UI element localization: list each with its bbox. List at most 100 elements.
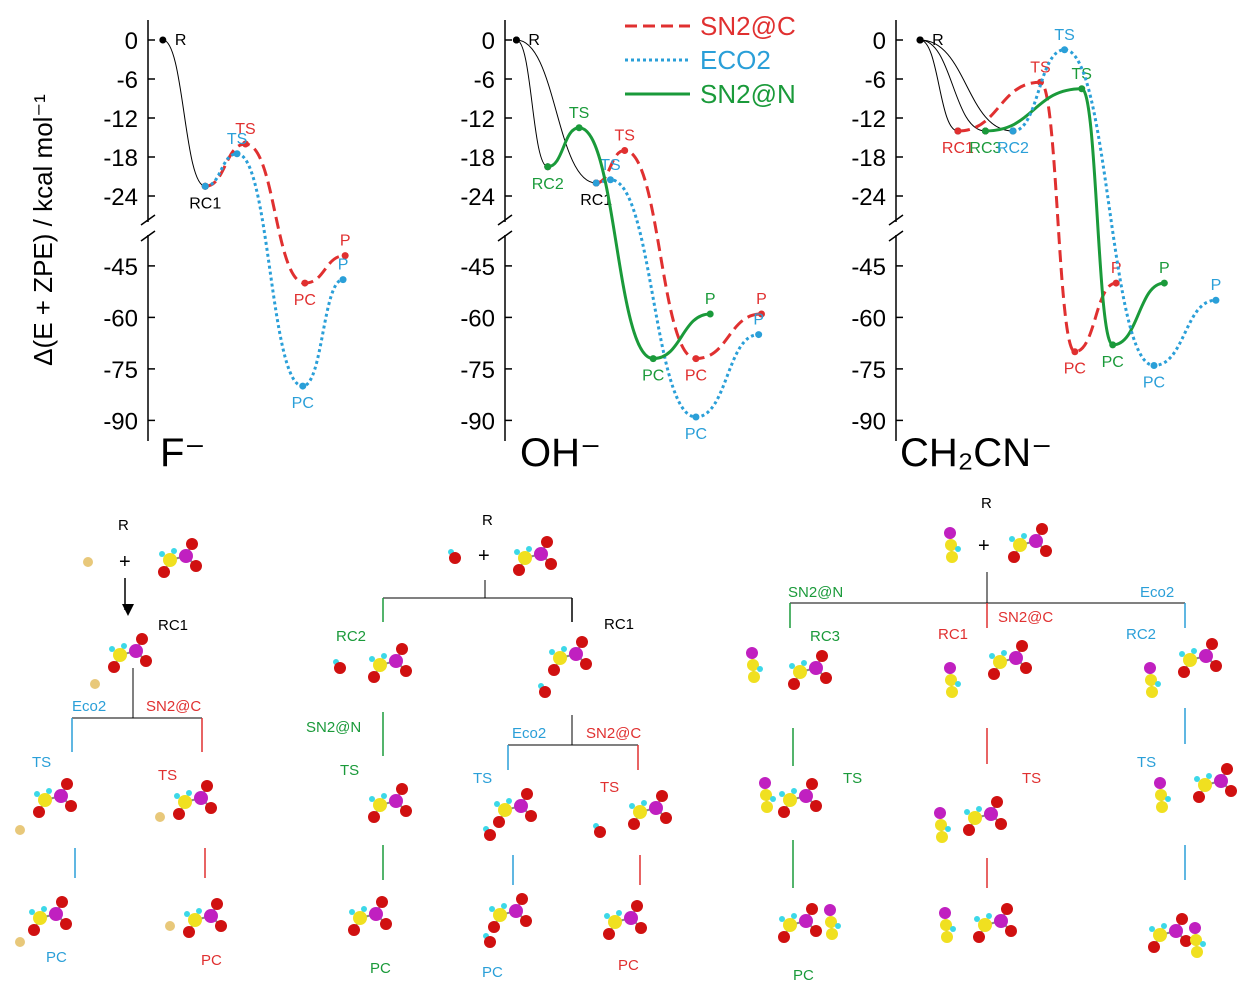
reaction-scheme: R + RC1 Eco2 SN2@C TS TS PC PC R + RC2 R… (15, 495, 1237, 981)
state-point (301, 280, 308, 287)
state-point (1061, 46, 1068, 53)
state-label: TS (614, 128, 634, 145)
state-label: RC1 (938, 626, 968, 643)
state-label: PC (1102, 354, 1124, 371)
y-axis-title: Δ(E + ZPE) / kcal mol⁻¹ (28, 94, 58, 366)
state-label: PC (1143, 374, 1165, 391)
state-point (340, 276, 347, 283)
path-label: SN2@C (998, 609, 1053, 626)
legend-label: ECO2 (700, 45, 771, 75)
y-tick-label: 0 (873, 28, 886, 55)
y-tick-label: -24 (103, 184, 138, 211)
y-tick-label: 0 (125, 28, 138, 55)
plus: + (119, 551, 131, 573)
state-label: TS (1030, 59, 1050, 76)
y-tick-label: -60 (103, 305, 138, 332)
plus: + (478, 545, 490, 567)
path-label: Eco2 (512, 725, 546, 742)
y-tick-label: -6 (865, 67, 886, 94)
state-label: RC2 (336, 628, 366, 645)
state-point (1009, 128, 1016, 135)
state-point (1071, 348, 1078, 355)
legend-label: SN2@N (700, 79, 796, 109)
y-tick-label: -90 (460, 408, 495, 435)
profile-line (596, 180, 758, 417)
state-label: TS (600, 779, 619, 796)
state-point (954, 128, 961, 135)
state-label: PC (1064, 361, 1086, 378)
state-point (982, 128, 989, 135)
state-label: RC1 (158, 617, 188, 634)
state-label: R (482, 512, 493, 529)
y-tick-label: -6 (117, 67, 138, 94)
state-point (593, 180, 600, 187)
state-label: PC (642, 368, 664, 385)
state-point (1078, 85, 1085, 92)
state-label: P (756, 291, 767, 308)
y-tick-label: -12 (103, 106, 138, 133)
profile-line (205, 144, 345, 283)
state-point (917, 37, 924, 44)
state-label: RC3 (810, 628, 840, 645)
state-label: R (118, 517, 129, 534)
state-label: P (338, 257, 349, 274)
state-label: TS (158, 767, 177, 784)
panel-label: OH⁻ (520, 431, 601, 475)
state-point (544, 163, 551, 170)
profile-line (958, 82, 1116, 351)
state-point (1113, 280, 1120, 287)
state-label: P (340, 233, 351, 250)
plus: + (978, 535, 990, 557)
y-tick-label: -45 (103, 254, 138, 281)
state-point (692, 413, 699, 420)
y-tick-label: -60 (460, 305, 495, 332)
state-point (299, 383, 306, 390)
state-label: R (981, 495, 992, 512)
path-label: SN2@C (586, 725, 641, 742)
state-point (1151, 362, 1158, 369)
state-label: TS (1137, 754, 1156, 771)
y-tick-label: -24 (851, 184, 886, 211)
state-label: TS (843, 770, 862, 787)
y-tick-label: -18 (851, 145, 886, 172)
y-tick-label: -18 (103, 145, 138, 172)
state-label: PC (292, 395, 314, 412)
state-label: RC2 (532, 176, 564, 193)
path-label: SN2@N (306, 719, 361, 736)
state-label: PC (46, 949, 67, 966)
profile-line (205, 154, 343, 386)
profile-line (548, 128, 710, 359)
state-label: P (1211, 277, 1222, 294)
y-tick-label: -45 (460, 254, 495, 281)
path-label: Eco2 (72, 698, 106, 715)
state-point (1212, 297, 1219, 304)
state-label: PC (685, 426, 707, 443)
state-point (607, 176, 614, 183)
path-label: SN2@C (146, 698, 201, 715)
state-point (707, 310, 714, 317)
profile-line (1013, 50, 1216, 366)
state-point (202, 183, 209, 190)
state-point (621, 147, 628, 154)
y-tick-label: -75 (460, 357, 495, 384)
y-tick-label: -18 (460, 145, 495, 172)
panel-label: F⁻ (160, 431, 206, 475)
state-label: TS (340, 762, 359, 779)
panel-label: CH₂CN⁻ (900, 431, 1052, 475)
y-tick-label: -45 (851, 254, 886, 281)
state-label: TS (1022, 770, 1041, 787)
state-point (234, 150, 241, 157)
state-point (1161, 280, 1168, 287)
state-label: RC1 (604, 616, 634, 633)
profile-line (516, 40, 547, 167)
state-point (755, 331, 762, 338)
profile-line (163, 40, 205, 186)
state-label: PC (793, 967, 814, 981)
state-point (576, 124, 583, 131)
state-point (650, 355, 657, 362)
y-tick-label: -90 (103, 408, 138, 435)
state-label: RC2 (997, 140, 1029, 157)
state-point (1109, 341, 1116, 348)
state-label: R (175, 32, 187, 49)
state-label: PC (618, 957, 639, 974)
